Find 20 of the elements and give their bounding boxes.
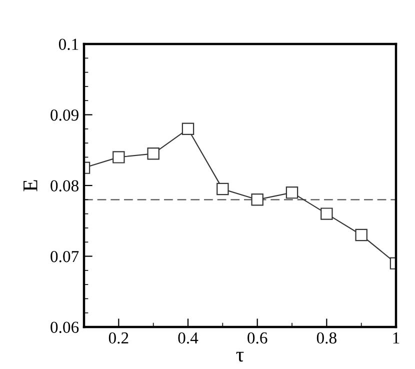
point	[286, 186, 298, 199]
point	[112, 151, 125, 164]
point	[320, 208, 333, 220]
x-tick-label: 0.6	[248, 332, 268, 344]
y-tick-label: 0.1	[58, 38, 78, 50]
x-tick-label: 0.4	[178, 332, 198, 344]
point	[147, 148, 160, 160]
y-tick-label: 0.06	[50, 322, 79, 334]
y-axis-title: E	[24, 180, 38, 192]
point	[355, 228, 368, 242]
point	[216, 182, 229, 196]
point	[182, 122, 194, 136]
y-tick-label: 0.07	[50, 250, 79, 262]
x-tick-label: 1	[393, 332, 400, 344]
x-axis-title: τ	[236, 352, 244, 362]
point	[251, 194, 264, 206]
y-tick-label: 0.08	[50, 180, 79, 192]
x-tick-label: 0.2	[108, 332, 128, 344]
y-tick-label: 0.09	[50, 109, 78, 121]
x-tick-label: 0.8	[316, 332, 336, 344]
